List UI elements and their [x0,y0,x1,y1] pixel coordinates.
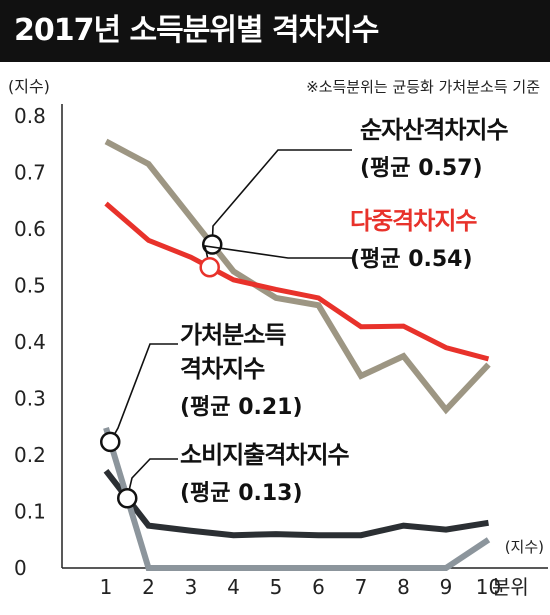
leader-line [211,149,352,245]
series-line [103,468,489,539]
chart-title: 2017년 소득분위별 격차지수 [0,0,550,62]
y-tick-label: 0.7 [14,161,46,185]
y-tick-label: 0 [14,556,27,580]
tick-labels: 0 0.1 0.2 0.3 0.4 0.5 0.6 0.7 0.8 1 2 3 4 5 6 7 8 9 10 [14,104,501,599]
x-tick-label: 4 [227,575,240,599]
leader-line [126,458,178,499]
callout-marker [100,431,121,453]
callout-marker [117,487,138,509]
series-name-label: 소비지출격차지수 [180,441,350,469]
leader-line [203,245,352,268]
callout-leaders [100,149,352,509]
y-tick-label: 0.6 [14,217,46,241]
y-tick-label: 0.8 [14,104,46,128]
chart-note: ※소득분위는 균등화 가처분소득 기준 [306,78,540,96]
series-average-label: (평균 0.21) [180,395,303,420]
leader-line [109,343,178,443]
series-name-label: 격차지수 [180,355,265,383]
x-tick-label: 7 [355,575,368,599]
y-tick-label: 0.5 [14,274,46,298]
callout-marker [202,234,223,255]
x-tick-label: 1 [100,575,113,599]
y-tick-label: 0.1 [14,500,46,524]
x-tick-label: 3 [185,575,198,599]
x-unit-label: (지수) [505,538,544,556]
series-name-label: 다중격차지수 [350,207,477,235]
series-average-label: (평균 0.57) [360,156,483,181]
series-name-label: 가처분소득 [180,321,286,349]
series-lines [103,138,491,571]
callout-marker [199,256,220,278]
axes: (지수) ※소득분위는 균등화 가처분소득 기준 (지수) 분위 [8,77,548,599]
x-tick-label: 8 [397,575,410,599]
y-tick-label: 0.2 [14,443,46,467]
series-line [104,201,490,362]
series-average-label: (평균 0.54) [350,247,473,272]
y-tick-label: 0.4 [14,330,46,354]
x-tick-label: 10 [476,575,501,599]
series-name-label: 순자산격차지수 [360,116,508,144]
x-tick-label: 9 [440,575,453,599]
x-tick-label: 5 [270,575,283,599]
y-tick-label: 0.3 [14,387,46,411]
series-labels: 순자산격차지수 (평균 0.57) 다중격차지수 (평균 0.54) 소비지출격차지수 (… [180,116,509,506]
x-tick-label: 2 [142,575,155,599]
series-average-label: (평균 0.13) [180,481,303,506]
y-axis-label: (지수) [8,77,50,96]
series-line [104,138,491,415]
x-axis-label: 분위 [492,575,529,599]
x-tick-label: 6 [312,575,325,599]
series-line [103,427,491,571]
